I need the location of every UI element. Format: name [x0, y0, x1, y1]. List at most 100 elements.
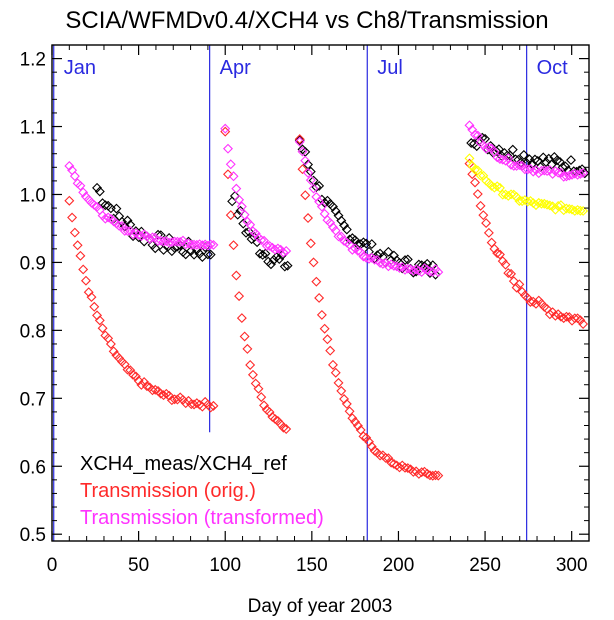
- data-point: [245, 219, 256, 230]
- data-point: [227, 196, 238, 207]
- data-point: [150, 384, 161, 395]
- x-tick-label: 50: [128, 555, 149, 576]
- x-tick-label: 100: [209, 555, 241, 576]
- data-point: [539, 198, 550, 209]
- data-point: [408, 267, 419, 278]
- data-point: [242, 343, 253, 354]
- data-point: [522, 196, 533, 207]
- legend: XCH4_meas/XCH4_ref Transmission (orig.) …: [80, 453, 324, 529]
- data-point: [220, 126, 231, 137]
- data-point: [500, 259, 511, 270]
- data-point: [294, 135, 305, 146]
- y-tick-label: 0.5: [20, 525, 46, 546]
- data-point: [308, 183, 319, 194]
- data-point: [497, 154, 508, 165]
- data-point: [336, 231, 347, 242]
- data-point: [89, 200, 100, 211]
- data-point: [339, 235, 350, 246]
- data-point: [117, 216, 127, 227]
- data-point: [422, 264, 433, 275]
- data-point: [578, 319, 589, 330]
- data-point: [464, 153, 475, 164]
- data-point: [533, 197, 544, 208]
- data-point: [467, 169, 478, 180]
- data-point: [355, 247, 366, 258]
- data-point: [245, 360, 256, 370]
- data-point: [561, 203, 572, 214]
- data-point: [386, 457, 397, 468]
- data-point: [383, 246, 394, 257]
- data-point: [422, 468, 433, 479]
- data-point: [564, 170, 575, 181]
- data-point: [330, 367, 341, 378]
- data-point: [208, 239, 219, 250]
- data-point: [319, 197, 330, 208]
- data-point: [364, 436, 374, 447]
- data-point: [555, 167, 566, 178]
- data-point: [544, 165, 555, 176]
- data-point: [419, 263, 430, 274]
- x-axis: 0 50 100 150 200 250 300: [47, 45, 588, 576]
- data-point: [125, 365, 136, 376]
- data-point: [575, 168, 586, 179]
- chart-title: SCIA/WFMDv0.4/XCH4 vs Ch8/Transmission: [65, 7, 548, 34]
- data-point: [183, 238, 194, 249]
- data-point: [97, 323, 108, 334]
- data-point: [347, 413, 358, 424]
- data-point: [69, 227, 80, 238]
- data-point: [522, 164, 533, 175]
- data-point: [578, 205, 589, 216]
- data-point: [80, 275, 91, 286]
- data-point: [497, 189, 508, 200]
- data-point: [229, 190, 240, 201]
- data-point: [507, 144, 518, 155]
- month-label-jan: Jan: [64, 57, 96, 79]
- data-point: [467, 160, 478, 171]
- data-point: [239, 209, 250, 220]
- data-point: [186, 399, 197, 410]
- data-point: [272, 243, 283, 254]
- data-point: [413, 259, 424, 270]
- data-point: [231, 183, 242, 194]
- data-point: [522, 293, 533, 304]
- data-point: [330, 206, 341, 217]
- data-point: [128, 369, 139, 380]
- data-point: [105, 203, 116, 214]
- data-point: [561, 171, 572, 182]
- data-point: [316, 309, 327, 320]
- data-point: [147, 232, 158, 243]
- data-point: [114, 220, 125, 231]
- data-point: [100, 200, 111, 211]
- data-point: [189, 249, 200, 260]
- data-point: [180, 249, 191, 260]
- data-point: [103, 333, 114, 344]
- data-point: [553, 200, 564, 211]
- data-point: [278, 422, 289, 433]
- data-point: [500, 155, 511, 166]
- data-point: [472, 189, 483, 200]
- data-point: [544, 309, 555, 320]
- data-point: [514, 160, 525, 171]
- data-point: [303, 167, 314, 178]
- y-tick-label: 0.9: [20, 253, 46, 274]
- data-point: [139, 377, 150, 388]
- data-point: [247, 369, 258, 380]
- data-point: [72, 240, 83, 251]
- data-point: [253, 383, 264, 394]
- data-point: [75, 180, 86, 191]
- data-point: [205, 239, 216, 250]
- data-point: [494, 182, 505, 193]
- data-point: [94, 315, 105, 326]
- y-tick-label: 0.6: [20, 457, 46, 478]
- x-tick-label: 250: [469, 555, 501, 576]
- data-point: [575, 205, 586, 216]
- data-point: [536, 198, 547, 209]
- data-point: [358, 251, 369, 262]
- data-point: [228, 171, 239, 182]
- data-point: [260, 248, 271, 259]
- data-point: [366, 239, 377, 250]
- data-point: [268, 254, 279, 265]
- data-point: [388, 458, 399, 469]
- data-point: [205, 249, 216, 260]
